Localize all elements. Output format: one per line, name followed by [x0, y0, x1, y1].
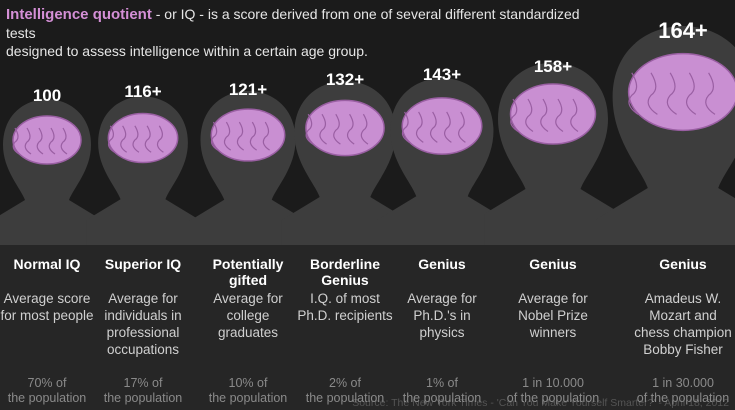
brain	[12, 115, 82, 165]
column: Genius Average for Ph.D.'s in physics 1% o…	[390, 256, 494, 406]
description: Average for Ph.D.'s in physics	[407, 291, 477, 340]
population-share: 17% of	[123, 376, 163, 390]
category-label: Genius	[529, 256, 577, 272]
brain	[509, 83, 597, 145]
brain-fold	[223, 121, 232, 151]
brain-fold	[360, 113, 369, 145]
category-label: Potentially gifted	[212, 256, 284, 288]
description: Average for Nobel Prize winners	[518, 291, 588, 340]
brain-fold	[685, 72, 697, 115]
description: I.Q. of most Ph.D. recipients	[297, 291, 393, 323]
brain-fold	[666, 72, 677, 115]
iq-score: 116+	[124, 82, 162, 101]
category-label: Borderline Genius	[309, 256, 380, 288]
iq-score: 143+	[422, 65, 462, 84]
iq-score: 164+	[658, 18, 708, 43]
description: Average for individuals in professional …	[104, 291, 182, 357]
intro-line: - or IQ - is a score derived from one of…	[6, 6, 580, 41]
population-share: of the population	[506, 391, 600, 405]
population-share: the population	[103, 391, 183, 405]
brain	[401, 97, 483, 155]
column: Borderline Genius I.Q. of most Ph.D. reci…	[293, 256, 397, 406]
brain-fold	[705, 72, 716, 115]
brain-fold	[48, 127, 56, 155]
brain-fold	[156, 125, 164, 153]
brain-fold	[401, 111, 410, 143]
brain-fold	[36, 127, 44, 155]
category-label: Superior IQ	[104, 256, 182, 272]
intro: Intelligence quotient - or IQ - is a sco…	[6, 5, 606, 60]
source: Source: The New York Times - 'Can You Ma…	[352, 397, 729, 409]
population-share: the population	[402, 391, 482, 405]
column: Normal IQ Average score for most people 70…	[0, 256, 99, 406]
column: Superior IQ Average for individuals in pr…	[91, 256, 195, 406]
population-share: of the population	[636, 391, 730, 405]
brain-fold	[24, 127, 32, 155]
intro-line: designed to assess intelligence within a…	[6, 43, 368, 59]
column: Genius Average for Nobel Prize winners 1 i…	[501, 256, 605, 406]
intro-title: Intelligence quotient	[6, 6, 152, 23]
brain	[305, 99, 385, 157]
brain-fold	[120, 125, 128, 153]
column: Genius Amadeus W. Mozart and chess champi…	[631, 256, 735, 406]
brain-fold	[570, 98, 579, 132]
brain-fold	[628, 72, 639, 115]
brain-fold	[415, 111, 424, 143]
brain-fold	[144, 125, 152, 153]
description: Amadeus W. Mozart and chess champion Bob…	[634, 291, 732, 357]
brain-fold	[555, 98, 564, 132]
iq-score: 158+	[533, 57, 573, 76]
brain-fold	[525, 98, 534, 132]
brain-fold	[647, 72, 658, 115]
brain-fold	[107, 125, 115, 153]
brain-fold	[443, 111, 452, 143]
population-share: 70% of	[27, 376, 67, 390]
category-label: Normal IQ	[13, 256, 81, 272]
brain-fold	[60, 127, 68, 155]
brain-fold	[346, 113, 355, 145]
column: Potentially gifted Average for college gr…	[196, 256, 300, 406]
brain-fold	[540, 98, 549, 132]
iq-score: 132+	[325, 70, 365, 89]
brain-fold	[249, 121, 257, 151]
population-share: 1% of	[426, 376, 458, 390]
brain-fold	[458, 111, 466, 143]
description: Average score for most people	[0, 291, 94, 323]
brain-fold	[333, 113, 341, 145]
brain	[627, 52, 735, 132]
brain	[210, 108, 286, 162]
brain-fold	[132, 125, 140, 153]
population-share: the population	[305, 391, 385, 405]
brain-fold	[210, 121, 219, 151]
brain	[107, 112, 179, 164]
population-share: 2% of	[329, 376, 361, 390]
brain-fold	[12, 127, 20, 155]
population-share: the population	[208, 391, 288, 405]
population-share: the population	[7, 391, 87, 405]
iq-score: 100	[32, 86, 62, 105]
bottom-panel	[0, 245, 735, 410]
brain-fold	[319, 113, 327, 145]
brain-fold	[305, 113, 314, 145]
iq-score: 121+	[228, 80, 268, 99]
description: Average for college graduates	[213, 291, 283, 340]
brain-fold	[510, 98, 519, 132]
category-label: Genius	[418, 256, 466, 272]
population-share: 10% of	[228, 376, 268, 390]
category-label: Genius	[659, 256, 707, 272]
population-share: 1 in 10.000	[522, 376, 584, 390]
population-share: 1 in 30.000	[652, 376, 714, 390]
brain-fold	[236, 121, 245, 151]
brain-fold	[429, 111, 438, 143]
brain-fold	[262, 121, 270, 151]
